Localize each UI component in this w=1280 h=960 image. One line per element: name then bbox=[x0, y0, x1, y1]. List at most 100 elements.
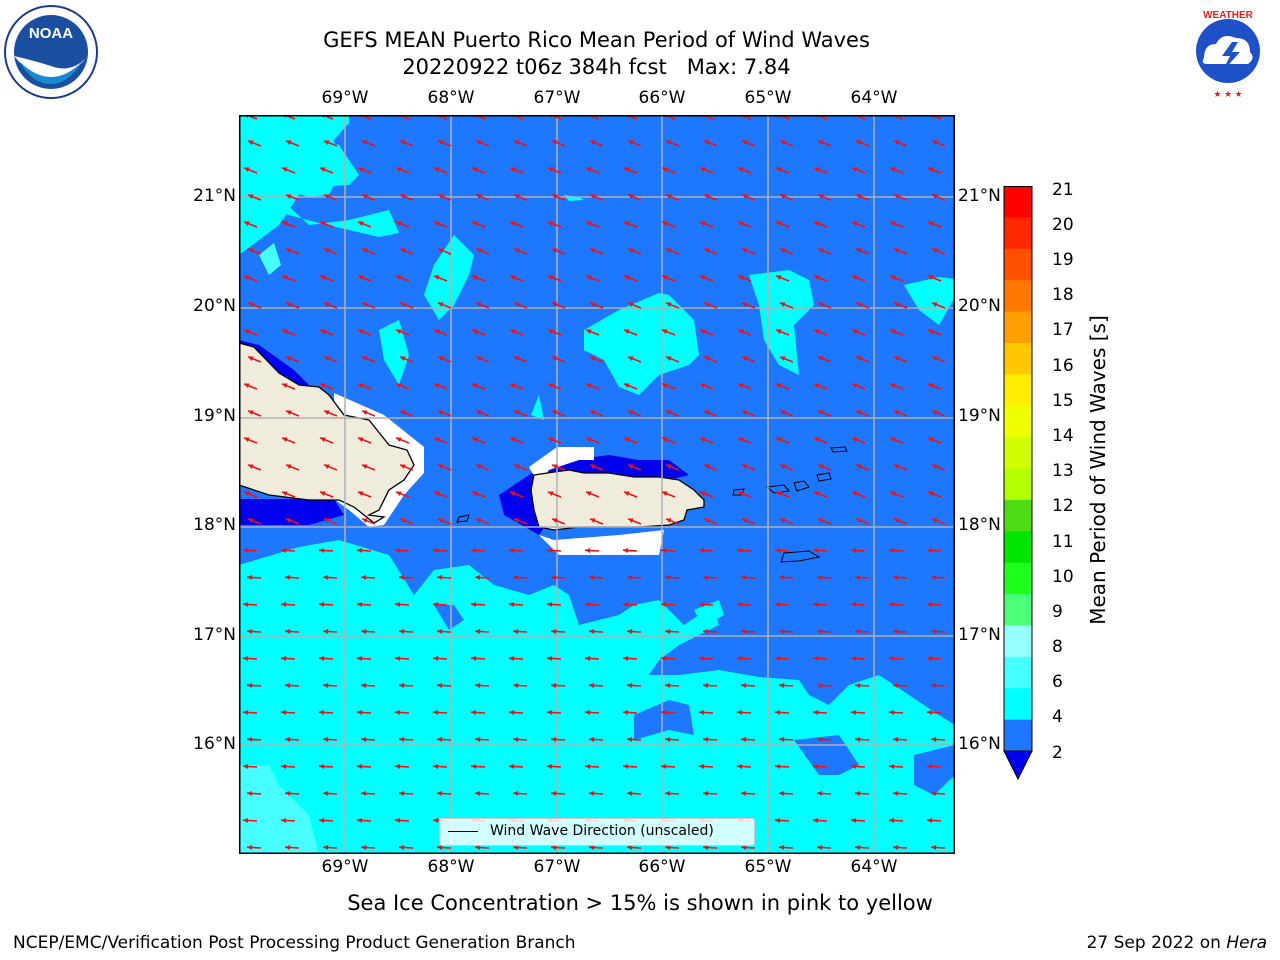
wind-arrow-head bbox=[627, 790, 633, 796]
wind-arrow-head bbox=[551, 140, 558, 145]
lon-label-bottom: 64°W bbox=[850, 857, 898, 877]
wind-arrow-head bbox=[509, 601, 515, 607]
wind-arrow-head bbox=[813, 491, 820, 496]
wind-arrow-head bbox=[323, 844, 329, 850]
wind-arrow-head bbox=[779, 464, 786, 469]
wind-arrow-head bbox=[437, 194, 444, 199]
wind-arrow-head bbox=[475, 194, 482, 199]
wind-arrow-head bbox=[931, 518, 938, 523]
wind-arrow-head bbox=[931, 574, 937, 580]
wind-arrow-head bbox=[817, 248, 824, 253]
wind-arrow-head bbox=[281, 547, 287, 553]
wind-arrow-head bbox=[551, 790, 557, 796]
wind-arrow-head bbox=[357, 601, 363, 607]
wind-arrow-head bbox=[513, 356, 520, 361]
wind-arrow-head bbox=[813, 763, 819, 769]
wind-arrow-head bbox=[509, 383, 516, 388]
wind-arrow-head bbox=[513, 248, 520, 253]
wind-arrow-head bbox=[395, 601, 401, 607]
wind-arrow-head bbox=[931, 248, 938, 253]
wind-arrow-head bbox=[665, 302, 672, 307]
mona-island bbox=[456, 514, 470, 523]
wind-arrow-head bbox=[437, 628, 443, 634]
wind-arrow-head bbox=[399, 464, 406, 469]
wind-arrow-head bbox=[551, 356, 558, 361]
wind-arrow-head bbox=[437, 248, 444, 253]
wind-arrow-head bbox=[399, 140, 406, 145]
wind-arrow-head bbox=[323, 790, 329, 796]
wind-arrow-head bbox=[433, 817, 439, 823]
wind-arrow-head bbox=[737, 329, 744, 334]
wind-arrow-head bbox=[589, 790, 595, 796]
footer-host: Hera bbox=[1226, 933, 1267, 953]
wind-arrow-head bbox=[855, 628, 861, 634]
wind-arrow-head bbox=[927, 437, 934, 442]
wind-arrow-head bbox=[395, 655, 401, 661]
wind-arrow-head bbox=[437, 140, 444, 145]
wind-arrow-head bbox=[285, 410, 292, 415]
nws-logo: WEATHER ★ ★ ★ bbox=[1184, 7, 1272, 99]
wind-arrow-head bbox=[589, 464, 596, 469]
wind-arrow-head bbox=[855, 518, 862, 523]
wind-arrow-head bbox=[893, 518, 900, 523]
wind-arrow-head bbox=[281, 383, 288, 388]
wind-arrow-head bbox=[889, 655, 895, 661]
wind-arrow-head bbox=[323, 574, 329, 580]
wind-arrow-head bbox=[281, 655, 287, 661]
wind-arrow-head bbox=[851, 221, 858, 226]
wind-arrow-head bbox=[285, 140, 292, 145]
wind-arrow-head bbox=[931, 682, 937, 688]
wind-arrow-head bbox=[893, 140, 900, 145]
wind-arrow-head bbox=[285, 736, 291, 742]
wind-arrow-head bbox=[661, 167, 668, 172]
wind-arrow-head bbox=[779, 410, 786, 415]
wind-arrow-head bbox=[737, 383, 744, 388]
wind-arrow-head bbox=[889, 329, 896, 334]
wind-arrow-head bbox=[927, 655, 933, 661]
chart-subtitle: 20220922 t06z 384h fcst Max: 7.84 bbox=[402, 55, 791, 79]
wind-arrow-head bbox=[775, 437, 782, 442]
wind-arrow-head bbox=[623, 383, 630, 388]
wind-arrow-head bbox=[547, 547, 553, 553]
wind-arrow-head bbox=[775, 655, 781, 661]
wind-arrow-head bbox=[817, 844, 823, 850]
wind-arrow-head bbox=[623, 167, 630, 172]
wind-arrow-head bbox=[927, 329, 934, 334]
colorbar-band bbox=[1004, 437, 1032, 470]
wind-arrow-head bbox=[931, 844, 937, 850]
wind-arrow-head bbox=[509, 437, 516, 442]
lat-label-left: 17°N bbox=[193, 625, 236, 645]
wind-arrow-head bbox=[437, 790, 443, 796]
wind-arrow-head bbox=[893, 356, 900, 361]
wind-arrow-head bbox=[357, 547, 363, 553]
wind-arrow-head bbox=[817, 790, 823, 796]
lon-label-top: 64°W bbox=[850, 88, 898, 108]
wind-arrow-head bbox=[551, 248, 558, 253]
wind-arrow-head bbox=[399, 736, 405, 742]
wind-arrow-head bbox=[357, 329, 364, 334]
wind-arrow-head bbox=[475, 248, 482, 253]
wind-arrow-head bbox=[741, 790, 747, 796]
wind-arrow-head bbox=[399, 628, 405, 634]
wind-arrow-head bbox=[551, 518, 558, 523]
wind-arrow-head bbox=[357, 491, 364, 496]
wind-arrow-head bbox=[775, 491, 782, 496]
wind-arrow-head bbox=[471, 547, 477, 553]
wind-arrow-head bbox=[509, 709, 515, 715]
wind-arrow-head bbox=[281, 763, 287, 769]
colorbar-tick: 11 bbox=[1052, 532, 1074, 552]
wind-arrow-head bbox=[851, 275, 858, 280]
wind-arrow-head bbox=[927, 221, 934, 226]
wind-arrow-head bbox=[395, 221, 402, 226]
wind-arrow-head bbox=[775, 601, 781, 607]
wind-arrow-head bbox=[737, 167, 744, 172]
wind-arrow-head bbox=[851, 601, 857, 607]
wind-arrow-head bbox=[665, 844, 671, 850]
wind-arrow-head bbox=[665, 464, 672, 469]
wind-arrow-head bbox=[285, 356, 292, 361]
wind-arrow-head bbox=[627, 464, 634, 469]
wind-arrow-head bbox=[741, 518, 748, 523]
colorbar-tick: 18 bbox=[1052, 285, 1074, 305]
wind-arrow-head bbox=[247, 464, 254, 469]
wind-arrow-head bbox=[585, 329, 592, 334]
